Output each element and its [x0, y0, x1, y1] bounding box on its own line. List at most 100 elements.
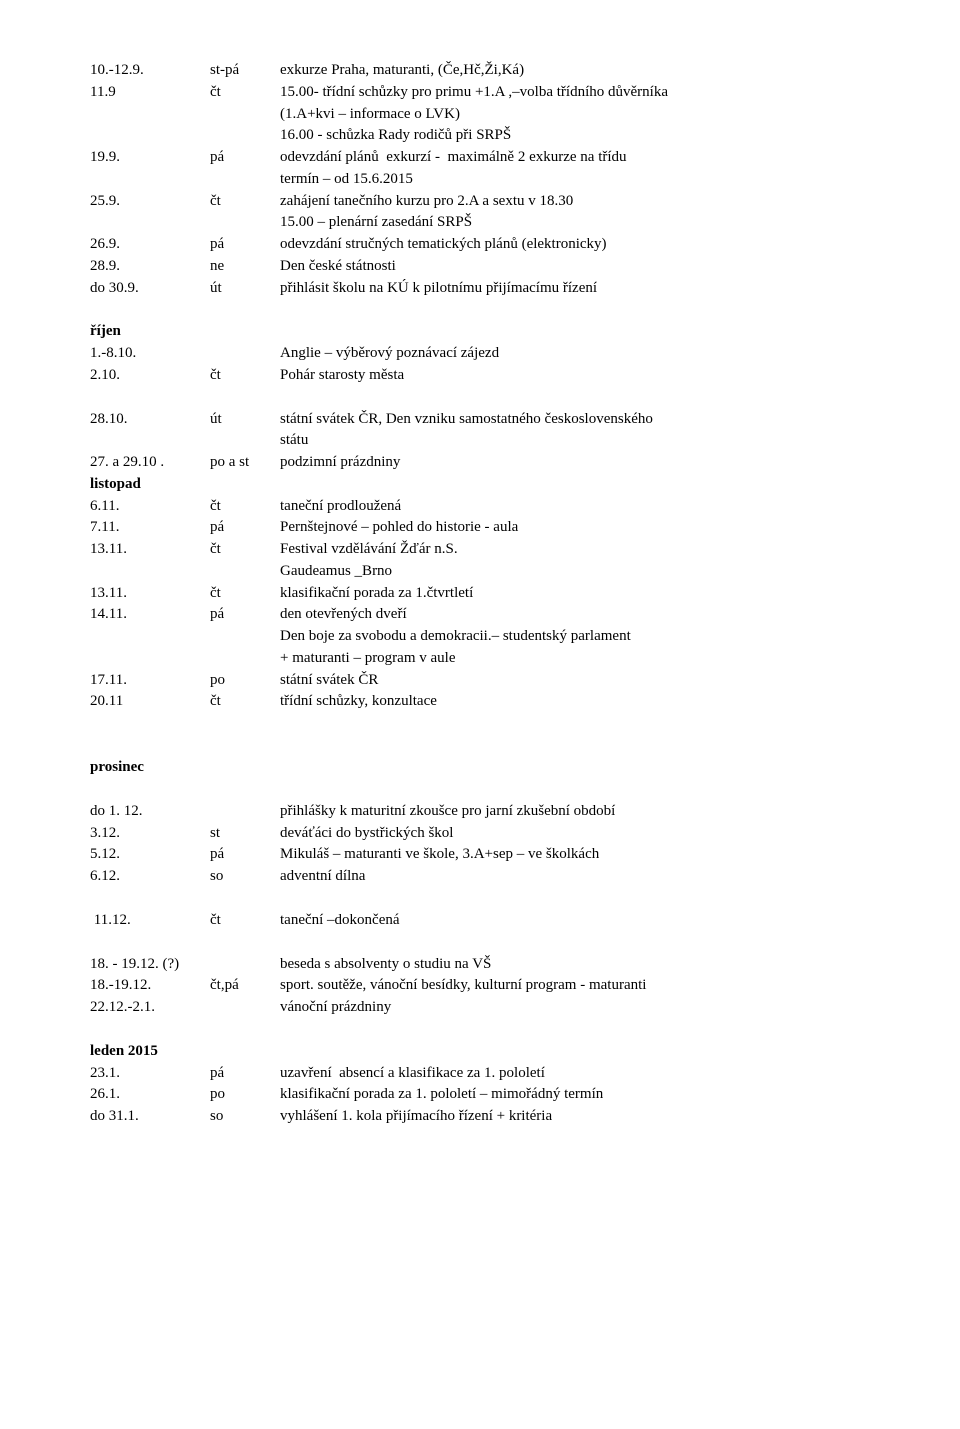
date-cell: 11.12.: [90, 910, 210, 932]
text-cell: státní svátek ČR: [280, 670, 890, 692]
weekday-cell: [210, 648, 280, 670]
weekday-cell: [210, 997, 280, 1019]
schedule-row: 6.12. so adventní dílna: [90, 866, 890, 888]
weekday-cell: pá: [210, 234, 280, 256]
text-cell: zahájení tanečního kurzu pro 2.A a sextu…: [280, 191, 890, 213]
text-cell: Den boje za svobodu a demokracii.– stude…: [280, 626, 890, 648]
date-cell: 14.11.: [90, 604, 210, 626]
weekday-cell: pá: [210, 147, 280, 169]
weekday-cell: st: [210, 823, 280, 845]
month-heading-rijen: říjen: [90, 321, 890, 343]
schedule-row: 18.-19.12. čt,pá sport. soutěže, vánoční…: [90, 975, 890, 997]
text-cell: den otevřených dveří: [280, 604, 890, 626]
weekday-cell: čt: [210, 583, 280, 605]
date-cell: 18. - 19.12. (?): [90, 954, 210, 976]
weekday-cell: pá: [210, 1063, 280, 1085]
schedule-row: 20.11 čt třídní schůzky, konzultace: [90, 691, 890, 713]
month-heading-listopad: listopad: [90, 474, 210, 496]
schedule-row: Den boje za svobodu a demokracii.– stude…: [90, 626, 890, 648]
schedule-row: 22.12.-2.1. vánoční prázdniny: [90, 997, 890, 1019]
text-cell: uzavření absencí a klasifikace za 1. pol…: [280, 1063, 890, 1085]
weekday-cell: po: [210, 1084, 280, 1106]
text-cell: + maturanti – program v aule: [280, 648, 890, 670]
weekday-cell: [210, 561, 280, 583]
schedule-row: 6.11. čt taneční prodloužená: [90, 496, 890, 518]
schedule-row: 28.9. ne Den české státnosti: [90, 256, 890, 278]
text-cell: Gaudeamus _Brno: [280, 561, 890, 583]
weekday-cell: ne: [210, 256, 280, 278]
date-cell: 10.-12.9.: [90, 60, 210, 82]
weekday-cell: čt: [210, 82, 280, 104]
text-cell: 16.00 - schůzka Rady rodičů při SRPŠ: [280, 125, 890, 147]
date-cell: 17.11.: [90, 670, 210, 692]
schedule-row: listopad: [90, 474, 890, 496]
weekday-cell: [210, 626, 280, 648]
text-cell: vyhlášení 1. kola přijímacího řízení + k…: [280, 1106, 890, 1128]
section-7: 23.1. pá uzavření absencí a klasifikace …: [90, 1063, 890, 1128]
date-cell: 1.-8.10.: [90, 343, 210, 365]
schedule-row: 11.9 čt 15.00- třídní schůzky pro primu …: [90, 82, 890, 104]
weekday-cell: út: [210, 409, 280, 431]
text-cell: Den české státnosti: [280, 256, 890, 278]
schedule-row: 25.9. čt zahájení tanečního kurzu pro 2.…: [90, 191, 890, 213]
schedule-row: 15.00 – plenární zasedání SRPŠ: [90, 212, 890, 234]
schedule-row: 17.11. po státní svátek ČR: [90, 670, 890, 692]
weekday-cell: [210, 169, 280, 191]
weekday-cell: [210, 474, 280, 496]
schedule-row: 13.11. čt Festival vzdělávání Žďár n.S.: [90, 539, 890, 561]
weekday-cell: čt: [210, 691, 280, 713]
schedule-row: 5.12. pá Mikuláš – maturanti ve škole, 3…: [90, 844, 890, 866]
schedule-row: + maturanti – program v aule: [90, 648, 890, 670]
text-cell: Festival vzdělávání Žďár n.S.: [280, 539, 890, 561]
date-cell: 25.9.: [90, 191, 210, 213]
weekday-cell: [210, 801, 280, 823]
date-cell: 6.12.: [90, 866, 210, 888]
text-cell: přihlášky k maturitní zkoušce pro jarní …: [280, 801, 890, 823]
date-cell: 26.1.: [90, 1084, 210, 1106]
weekday-cell: [210, 104, 280, 126]
text-cell: 15.00- třídní schůzky pro primu +1.A ,–v…: [280, 82, 890, 104]
date-cell: 7.11.: [90, 517, 210, 539]
date-cell: 19.9.: [90, 147, 210, 169]
schedule-row: 13.11. čt klasifikační porada za 1.čtvrt…: [90, 583, 890, 605]
text-cell: klasifikační porada za 1. pololetí – mim…: [280, 1084, 890, 1106]
text-cell: podzimní prázdniny: [280, 452, 890, 474]
section-2: 1.-8.10. Anglie – výběrový poznávací záj…: [90, 343, 890, 387]
date-cell: 28.10.: [90, 409, 210, 431]
weekday-cell: pá: [210, 604, 280, 626]
date-cell: 11.9: [90, 82, 210, 104]
weekday-cell: út: [210, 278, 280, 300]
weekday-cell: [210, 125, 280, 147]
text-cell: vánoční prázdniny: [280, 997, 890, 1019]
schedule-row: do 31.1. so vyhlášení 1. kola přijímacíh…: [90, 1106, 890, 1128]
weekday-cell: so: [210, 1106, 280, 1128]
weekday-cell: čt: [210, 365, 280, 387]
weekday-cell: pá: [210, 844, 280, 866]
weekday-cell: st-pá: [210, 60, 280, 82]
weekday-cell: [210, 430, 280, 452]
date-cell: do 30.9.: [90, 278, 210, 300]
text-cell: odevzdání plánů exkurzí - maximálně 2 ex…: [280, 147, 890, 169]
text-cell: odevzdání stručných tematických plánů (e…: [280, 234, 890, 256]
date-cell: 13.11.: [90, 583, 210, 605]
weekday-cell: čt: [210, 910, 280, 932]
section-1: 10.-12.9. st-pá exkurze Praha, maturanti…: [90, 60, 890, 299]
schedule-row: 26.1. po klasifikační porada za 1. polol…: [90, 1084, 890, 1106]
schedule-row: 19.9. pá odevzdání plánů exkurzí - maxim…: [90, 147, 890, 169]
schedule-row: 10.-12.9. st-pá exkurze Praha, maturanti…: [90, 60, 890, 82]
month-heading-leden: leden 2015: [90, 1041, 890, 1063]
date-cell: do 31.1.: [90, 1106, 210, 1128]
date-cell: 20.11: [90, 691, 210, 713]
weekday-cell: po: [210, 670, 280, 692]
weekday-cell: [210, 954, 280, 976]
text-cell: státní svátek ČR, Den vzniku samostatnéh…: [280, 409, 890, 431]
date-cell: 22.12.-2.1.: [90, 997, 210, 1019]
date-cell: [90, 430, 210, 452]
date-cell: [90, 561, 210, 583]
text-cell: přihlásit školu na KÚ k pilotnímu přijím…: [280, 278, 890, 300]
weekday-cell: čt: [210, 496, 280, 518]
date-cell: 23.1.: [90, 1063, 210, 1085]
date-cell: [90, 626, 210, 648]
text-cell: (1.A+kvi – informace o LVK): [280, 104, 890, 126]
text-cell: Anglie – výběrový poznávací zájezd: [280, 343, 890, 365]
